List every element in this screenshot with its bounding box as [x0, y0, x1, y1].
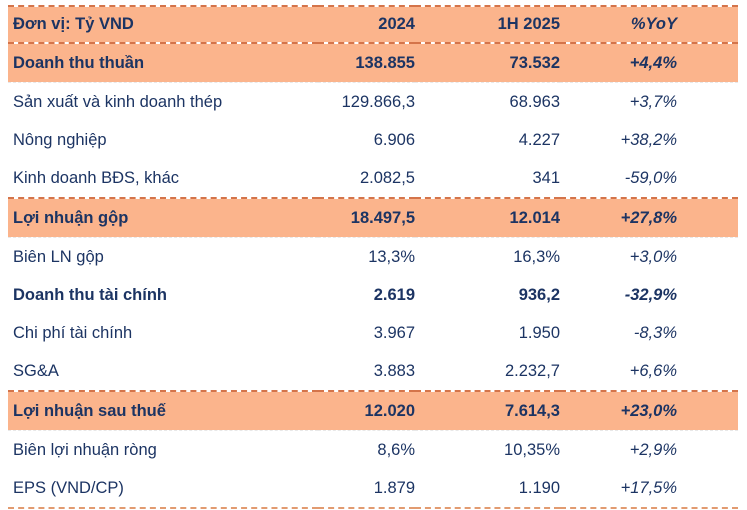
value-1h2025: 4.227 [518, 130, 560, 149]
value-1h2025: 2.232,7 [504, 361, 560, 380]
row-label: Sản xuất và kinh doanh thép [13, 92, 223, 111]
results-table: Đơn vị: Tỷ VND 2024 1H 2025 %YoY Doanh t… [8, 5, 738, 509]
table-row: SG&A 3.883 2.232,7 +6,6% [8, 352, 738, 391]
value-2024: 13,3% [368, 247, 415, 266]
row-label: Doanh thu thuần [13, 53, 145, 72]
value-yoy: -8,3% [633, 323, 677, 342]
value-yoy: +4,4% [629, 53, 677, 72]
value-yoy: +2,9% [629, 440, 677, 459]
table-row: Doanh thu thuần 138.855 73.532 +4,4% [8, 43, 738, 83]
table-row: Chi phí tài chính 3.967 1.950 -8,3% [8, 314, 738, 352]
value-2024: 1.879 [373, 478, 415, 497]
value-2024: 3.967 [373, 323, 415, 342]
row-label: Biên lợi nhuận ròng [13, 440, 157, 459]
value-1h2025: 341 [532, 168, 560, 187]
value-2024: 2.082,5 [359, 168, 415, 187]
table-row: Lợi nhuận sau thuế 12.020 7.614,3 +23,0% [8, 391, 738, 431]
row-label: Kinh doanh BĐS, khác [13, 168, 180, 187]
value-yoy: +17,5% [620, 478, 677, 497]
value-yoy: -32,9% [624, 285, 677, 304]
column-header-2024: 2024 [318, 6, 415, 43]
row-label: Lợi nhuận gộp [13, 208, 129, 227]
value-1h2025: 12.014 [509, 208, 560, 227]
value-2024: 3.883 [373, 361, 415, 380]
table-row: EPS (VND/CP) 1.879 1.190 +17,5% [8, 469, 738, 508]
table-row: Kinh doanh BĐS, khác 2.082,5 341 -59,0% [8, 159, 738, 198]
value-2024: 138.855 [355, 53, 415, 72]
table-body: Doanh thu thuần 138.855 73.532 +4,4% Sản… [8, 43, 738, 508]
value-yoy: +3,0% [629, 247, 677, 266]
row-label: Biên LN gộp [13, 247, 104, 266]
column-header-1h2025: 1H 2025 [415, 6, 560, 43]
table-row: Sản xuất và kinh doanh thép 129.866,3 68… [8, 83, 738, 122]
value-1h2025: 10,35% [504, 440, 560, 459]
row-label: Nông nghiệp [13, 130, 107, 149]
value-1h2025: 936,2 [518, 285, 560, 304]
row-label: EPS (VND/CP) [13, 478, 124, 497]
unit-label: Đơn vị: Tỷ VND [8, 6, 318, 43]
value-1h2025: 68.963 [509, 92, 560, 111]
row-label: Lợi nhuận sau thuế [13, 401, 166, 420]
value-2024: 2.619 [373, 285, 415, 304]
value-yoy: +3,7% [629, 92, 677, 111]
column-header-yoy: %YoY [560, 6, 738, 43]
table-row: Nông nghiệp 6.906 4.227 +38,2% [8, 121, 738, 159]
value-1h2025: 1.950 [518, 323, 560, 342]
value-1h2025: 73.532 [509, 53, 560, 72]
row-label: Chi phí tài chính [13, 323, 133, 342]
value-2024: 129.866,3 [341, 92, 415, 111]
value-2024: 8,6% [377, 440, 415, 459]
value-yoy: -59,0% [624, 168, 677, 187]
table-header-row: Đơn vị: Tỷ VND 2024 1H 2025 %YoY [8, 6, 738, 43]
table-row: Biên lợi nhuận ròng 8,6% 10,35% +2,9% [8, 431, 738, 470]
table-row: Doanh thu tài chính 2.619 936,2 -32,9% [8, 276, 738, 314]
value-2024: 18.497,5 [350, 208, 415, 227]
value-2024: 12.020 [364, 401, 415, 420]
table-row: Lợi nhuận gộp 18.497,5 12.014 +27,8% [8, 198, 738, 238]
value-yoy: +23,0% [620, 401, 677, 420]
value-1h2025: 7.614,3 [504, 401, 560, 420]
row-label: Doanh thu tài chính [13, 285, 167, 304]
value-yoy: +38,2% [620, 130, 677, 149]
value-2024: 6.906 [373, 130, 415, 149]
value-yoy: +6,6% [629, 361, 677, 380]
row-label: SG&A [13, 361, 59, 380]
value-yoy: +27,8% [620, 208, 677, 227]
value-1h2025: 16,3% [513, 247, 560, 266]
value-1h2025: 1.190 [518, 478, 560, 497]
table-row: Biên LN gộp 13,3% 16,3% +3,0% [8, 238, 738, 277]
